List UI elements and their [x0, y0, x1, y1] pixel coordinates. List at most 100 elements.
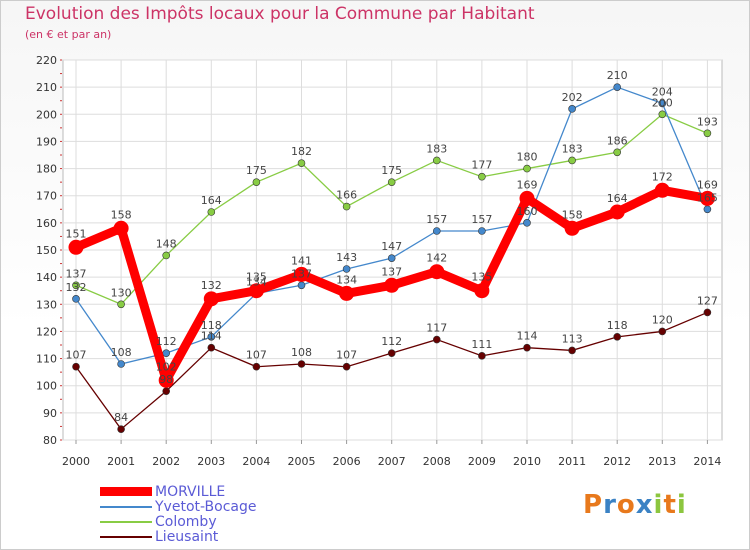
- data-label-colomby: 130: [111, 286, 132, 299]
- data-point-morville: [429, 264, 445, 280]
- x-tick-label: 2000: [62, 455, 90, 468]
- data-label-lieusaint: 114: [201, 330, 222, 343]
- data-point-colomby: [658, 110, 667, 119]
- data-label-yvetot-bocage: 118: [201, 319, 222, 332]
- data-point-colomby: [72, 281, 80, 290]
- data-label-lieusaint: 120: [652, 313, 673, 326]
- data-label-lieusaint: 107: [66, 349, 87, 362]
- data-label-morville: 151: [66, 227, 87, 240]
- legend-swatch-colomby: [100, 520, 152, 523]
- data-point-colomby: [523, 164, 531, 173]
- data-point-lieusaint: [523, 343, 531, 352]
- data-label-colomby: 175: [381, 164, 402, 177]
- data-label-morville: 135: [471, 271, 492, 284]
- x-tick-label: 2006: [333, 455, 361, 468]
- data-label-lieusaint: 98: [159, 373, 173, 386]
- x-tick-label: 2003: [197, 455, 225, 468]
- data-point-lieusaint: [252, 362, 261, 371]
- legend-item-colomby: Colomby: [100, 513, 257, 530]
- x-tick-label: 2009: [468, 455, 496, 468]
- data-point-colomby: [117, 300, 125, 309]
- data-point-lieusaint: [72, 362, 80, 371]
- logo-letter: i: [676, 490, 687, 520]
- data-point-morville: [203, 291, 219, 307]
- data-label-lieusaint: 107: [336, 349, 357, 362]
- data-label-morville: 169: [517, 178, 538, 191]
- data-point-lieusaint: [117, 425, 125, 433]
- data-point-colomby: [432, 156, 441, 165]
- data-point-yvetot-bocage: [162, 349, 170, 357]
- data-point-yvetot-bocage: [72, 295, 80, 303]
- legend-label-colomby: Colomby: [155, 513, 217, 530]
- data-point-lieusaint: [207, 343, 216, 352]
- data-label-yvetot-bocage: 143: [336, 251, 357, 264]
- legend-item-lieusaint: Lieusaint: [100, 529, 257, 545]
- data-point-lieusaint: [432, 335, 441, 344]
- data-point-morville: [474, 283, 490, 299]
- data-label-morville: 141: [291, 254, 312, 267]
- x-tick-label: 2012: [603, 455, 631, 468]
- logo-letter: x: [635, 490, 654, 520]
- data-label-lieusaint: 114: [517, 330, 538, 343]
- data-label-colomby: 137: [66, 267, 87, 280]
- legend-swatch-yvetot-bocage: [100, 505, 152, 508]
- x-tick-label: 2002: [152, 455, 180, 468]
- data-label-morville: 142: [426, 252, 447, 265]
- data-point-lieusaint: [568, 346, 576, 355]
- data-label-colomby: 200: [652, 96, 673, 109]
- legend-swatch-morville: [100, 487, 152, 496]
- x-tick-label: 2004: [242, 455, 270, 468]
- y-tick-label: 140: [36, 271, 57, 284]
- logo-letter: t: [663, 490, 677, 520]
- data-label-yvetot-bocage: 134: [246, 275, 267, 288]
- data-label-lieusaint: 112: [381, 335, 402, 348]
- data-label-yvetot-bocage: 112: [156, 335, 177, 348]
- proxiti-logo: Proxiti: [583, 490, 687, 520]
- data-point-morville: [68, 239, 84, 255]
- chart-title: Evolution des Impôts locaux pour la Comm…: [25, 4, 535, 24]
- series-colomby: [72, 110, 712, 309]
- data-point-colomby: [162, 251, 170, 260]
- data-label-yvetot-bocage: 132: [66, 281, 87, 294]
- data-label-colomby: 175: [246, 164, 267, 177]
- data-label-morville: 134: [336, 273, 357, 286]
- data-point-colomby: [568, 156, 576, 165]
- data-point-colomby: [703, 129, 712, 138]
- data-point-yvetot-bocage: [523, 219, 531, 227]
- data-label-colomby: 186: [607, 134, 628, 147]
- logo-letter: o: [616, 490, 636, 520]
- data-point-colomby: [252, 178, 261, 186]
- data-point-yvetot-bocage: [658, 99, 667, 108]
- data-point-morville: [519, 190, 535, 206]
- data-label-colomby: 193: [697, 115, 718, 128]
- data-point-lieusaint: [342, 362, 351, 371]
- series-morville: [68, 182, 715, 388]
- x-tick-label: 2014: [693, 455, 721, 468]
- x-tick-label: 2011: [558, 455, 586, 468]
- logo-letter: i: [653, 490, 664, 520]
- x-tick-label: 2001: [107, 455, 135, 468]
- data-label-yvetot-bocage: 165: [697, 191, 718, 204]
- data-label-yvetot-bocage: 202: [562, 91, 583, 104]
- data-label-morville: 172: [652, 170, 673, 183]
- data-label-lieusaint: 84: [114, 411, 128, 424]
- y-tick-label: 130: [36, 298, 57, 311]
- data-label-colomby: 166: [336, 189, 357, 202]
- data-label-yvetot-bocage: 160: [517, 205, 538, 218]
- data-point-lieusaint: [703, 308, 712, 317]
- chart-subtitle: (en € et par an): [25, 28, 112, 41]
- data-point-yvetot-bocage: [207, 333, 216, 341]
- data-point-colomby: [297, 159, 306, 167]
- data-point-morville: [654, 182, 670, 198]
- logo-letter: P: [583, 490, 604, 520]
- legend-swatch-lieusaint: [100, 535, 152, 538]
- data-point-morville: [699, 190, 715, 206]
- y-tick-label: 150: [36, 244, 57, 257]
- y-tick-label: 160: [36, 217, 57, 230]
- data-point-lieusaint: [658, 327, 667, 336]
- data-label-yvetot-bocage: 147: [381, 240, 402, 253]
- data-point-morville: [248, 283, 264, 299]
- data-label-yvetot-bocage: 204: [652, 85, 673, 98]
- data-point-yvetot-bocage: [297, 281, 306, 290]
- data-label-yvetot-bocage: 108: [111, 346, 132, 359]
